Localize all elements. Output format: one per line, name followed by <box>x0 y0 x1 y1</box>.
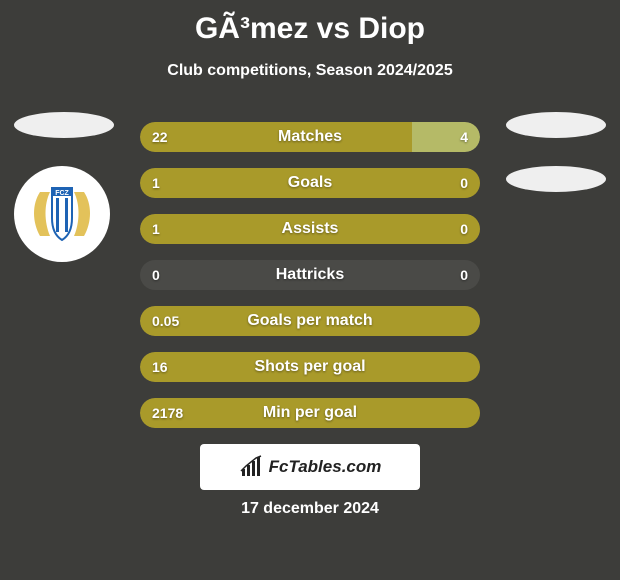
svg-text:FCZ: FCZ <box>55 190 69 197</box>
stat-value-left: 0 <box>152 260 160 290</box>
stat-bar-left-fill <box>140 398 480 428</box>
brand-box[interactable]: FcTables.com <box>200 444 420 490</box>
left-player-column: FCZ <box>14 112 114 262</box>
stat-bar-row: 16Shots per goal <box>140 352 480 382</box>
club-badge: FCZ <box>14 166 110 262</box>
stat-bar-left-fill <box>140 352 480 382</box>
player-placeholder-ellipse <box>14 112 114 138</box>
stat-bar-row: 2178Min per goal <box>140 398 480 428</box>
stat-bar-left-fill <box>140 122 412 152</box>
brand-chart-icon <box>239 455 263 479</box>
stat-bar-row: 224Matches <box>140 122 480 152</box>
club-placeholder-ellipse <box>506 166 606 192</box>
stat-bar-row: 0 0Hattricks <box>140 260 480 290</box>
club-badge-icon: FCZ <box>22 174 102 254</box>
stat-bar-right-fill <box>412 122 480 152</box>
stat-bar-left-fill <box>140 306 480 336</box>
stat-bar-row: 10Goals <box>140 168 480 198</box>
comparison-bars: 224Matches 10Goals 10Assists 0 0Hattricks 0.0… <box>140 122 480 444</box>
comparison-title: GÃ³mez vs Diop <box>0 0 620 46</box>
player-placeholder-ellipse <box>506 112 606 138</box>
stat-bar-left-fill <box>140 168 480 198</box>
footer-date: 17 december 2024 <box>0 500 620 518</box>
stat-label: Hattricks <box>140 260 480 290</box>
right-player-column <box>506 112 606 220</box>
stat-bar-row: 0.05Goals per match <box>140 306 480 336</box>
stat-bar-row: 10Assists <box>140 214 480 244</box>
comparison-subtitle: Club competitions, Season 2024/2025 <box>0 62 620 80</box>
stat-bar-left-fill <box>140 214 480 244</box>
stat-value-right: 0 <box>460 260 468 290</box>
brand-text: FcTables.com <box>269 457 382 477</box>
